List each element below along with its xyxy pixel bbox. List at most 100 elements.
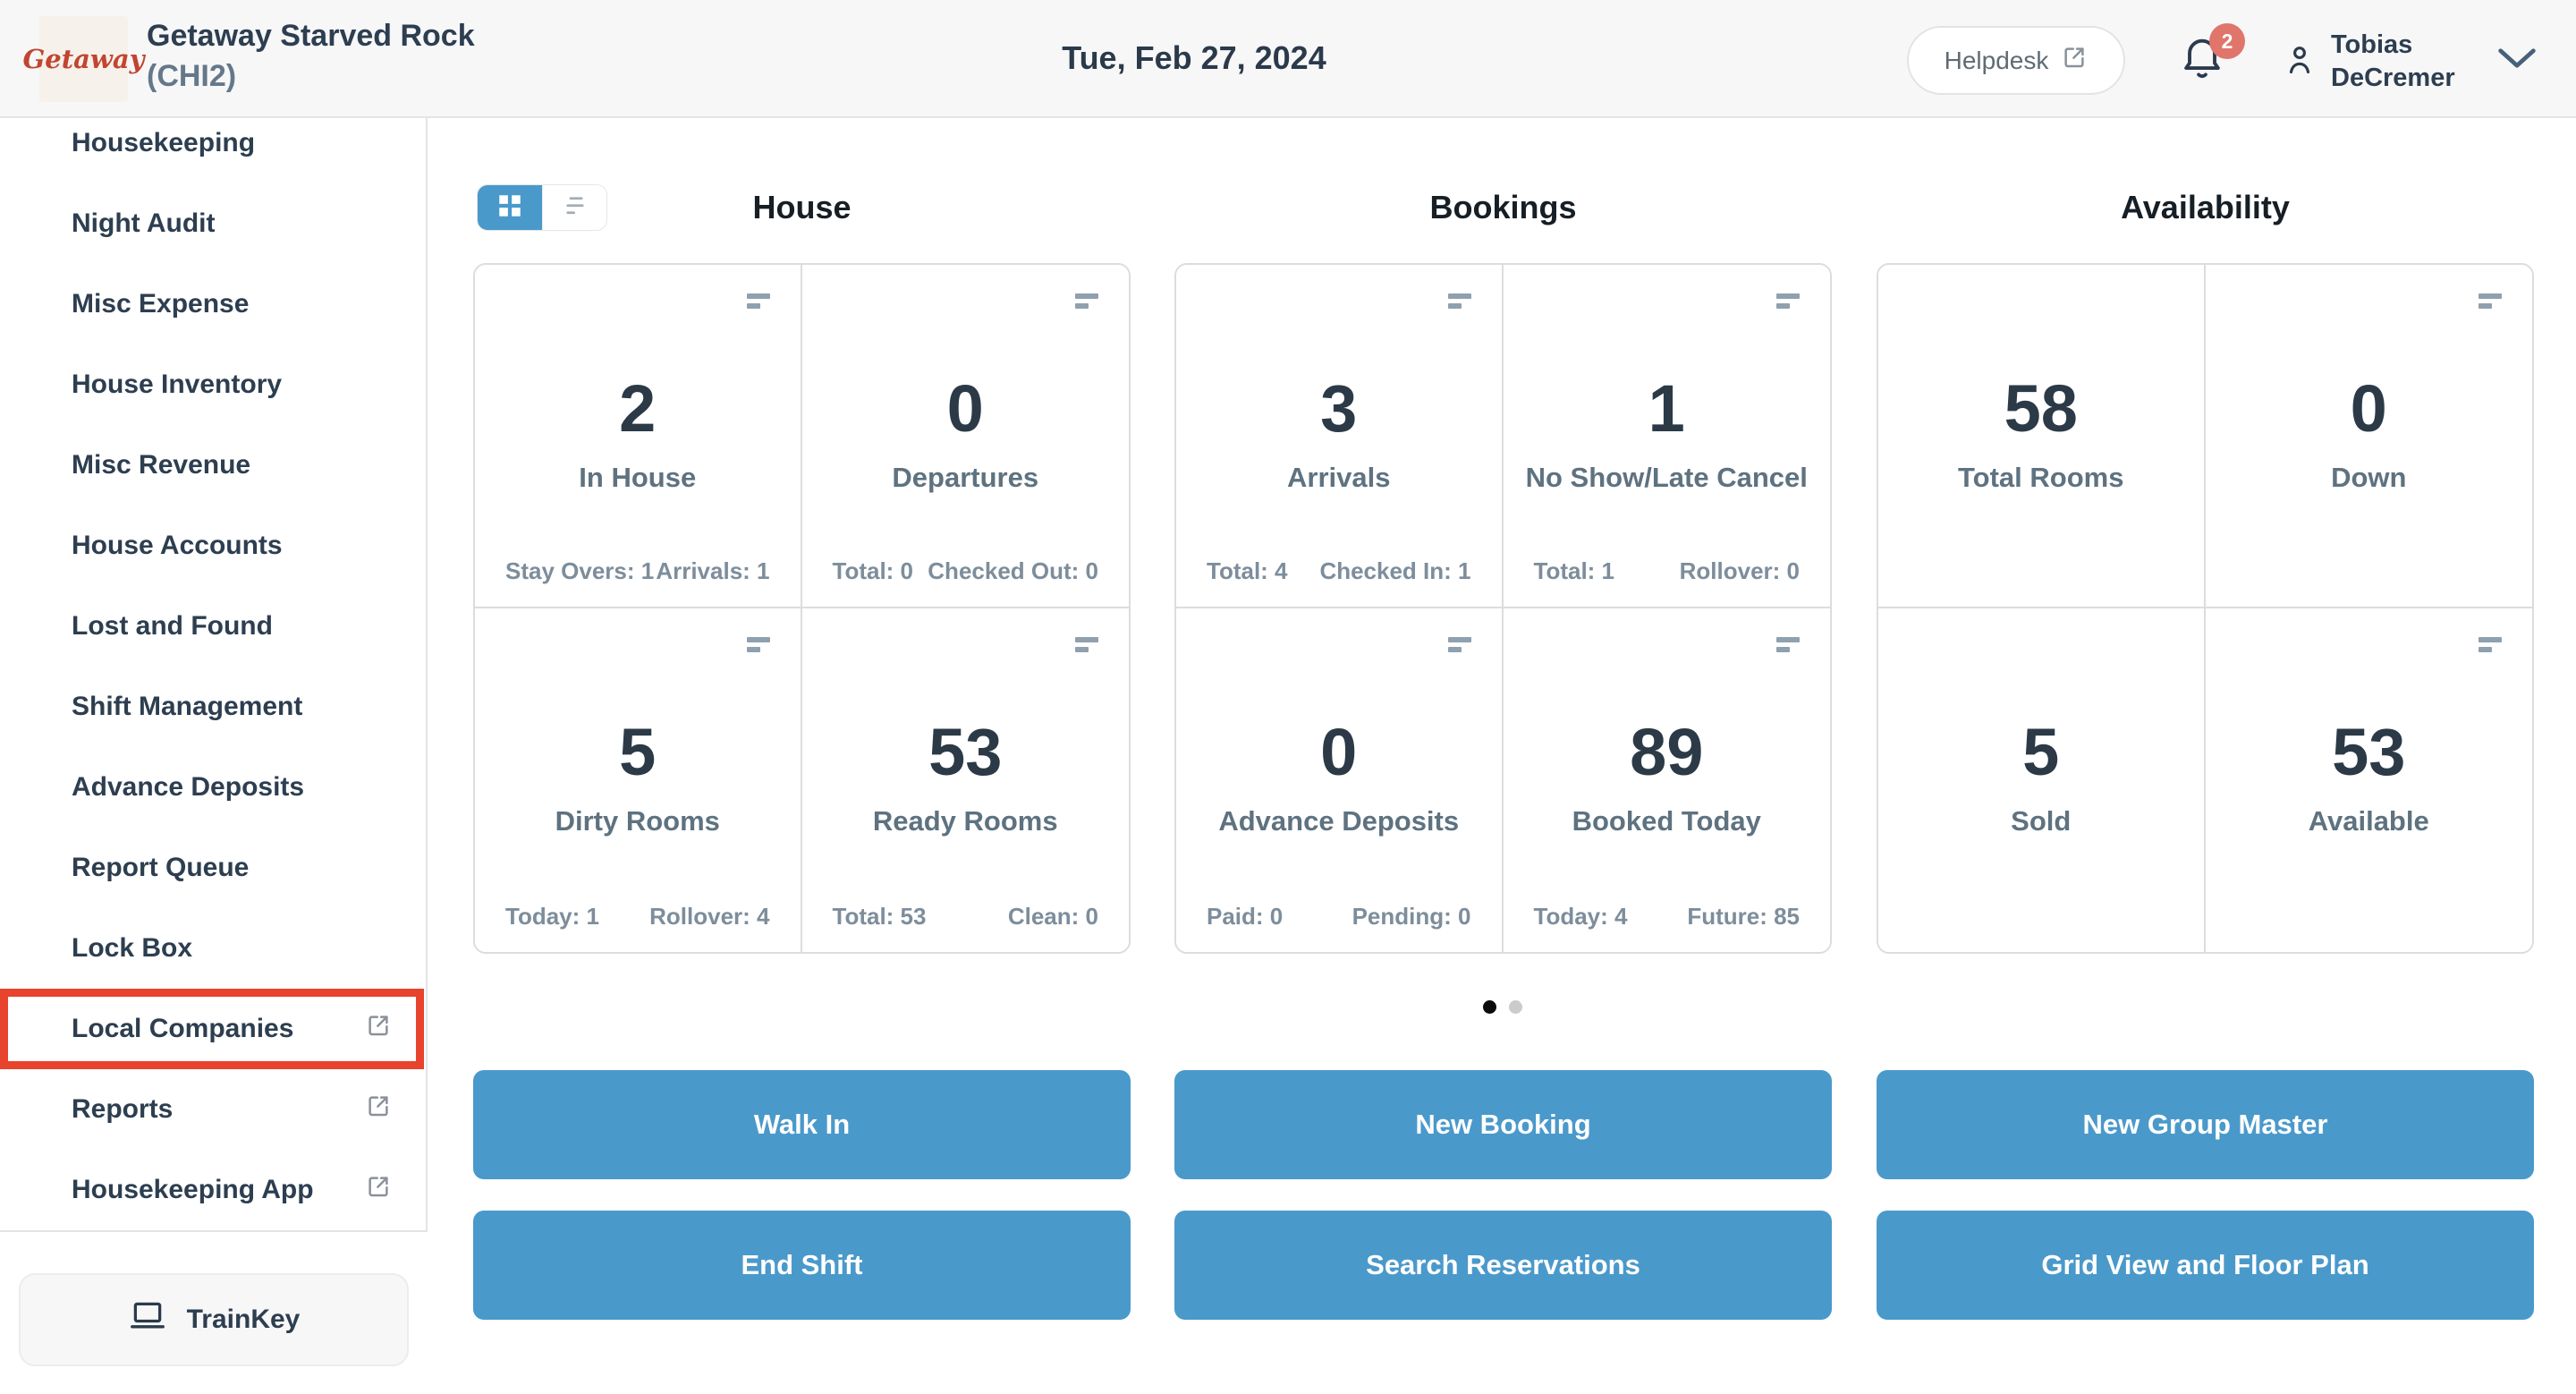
sidebar-item-housekeeping-app[interactable]: Housekeeping App	[0, 1165, 426, 1215]
sidebar-nav: Housekeeping Night Audit Misc Expense Ho…	[0, 118, 428, 1394]
bars-icon	[746, 293, 770, 313]
bell-icon	[2179, 38, 2225, 86]
chevron-down-icon[interactable]	[2497, 47, 2537, 74]
stat-label: Departures	[892, 462, 1039, 493]
new-booking-button[interactable]: New Booking	[1174, 1070, 1832, 1179]
stat-card-ready-rooms[interactable]: 53 Ready Rooms Total: 53 Clean: 0	[801, 608, 1129, 952]
stat-label: Advance Deposits	[1218, 805, 1460, 837]
stat-value: 58	[2004, 371, 2078, 446]
helpdesk-button[interactable]: Helpdesk	[1907, 26, 2125, 95]
stat-card-dirty-rooms[interactable]: 5 Dirty Rooms Today: 1 Rollover: 4	[475, 608, 802, 952]
carousel-dot[interactable]	[1509, 1000, 1522, 1014]
stat-label: Dirty Rooms	[555, 805, 720, 837]
external-link-icon	[365, 1012, 392, 1046]
sidebar-item-misc-expense[interactable]: Misc Expense	[0, 279, 426, 329]
stat-label: In House	[579, 462, 697, 493]
sidebar-item-label: Advance Deposits	[72, 772, 305, 802]
stat-card-arrivals[interactable]: 3 Arrivals Total: 4 Checked In: 1	[1176, 265, 1504, 608]
house-card-grid: 2 In House Stay Overs: 1 Arrivals: 1 0 De…	[473, 263, 1131, 954]
trainkey-button[interactable]: TrainKey	[19, 1273, 409, 1366]
sidebar-item-housekeeping[interactable]: Housekeeping	[0, 118, 426, 168]
stat-sub-right: Rollover: 0	[1679, 557, 1800, 584]
list-icon	[561, 191, 589, 225]
stat-value: 0	[2350, 371, 2387, 446]
user-last-name: DeCremer	[2331, 64, 2455, 92]
grid-view-button[interactable]	[478, 185, 542, 230]
end-shift-button[interactable]: End Shift	[473, 1211, 1131, 1320]
walk-in-button[interactable]: Walk In	[473, 1070, 1131, 1179]
stat-value: 3	[1320, 371, 1358, 446]
stat-label: No Show/Late Cancel	[1525, 462, 1808, 493]
stat-card-advance-deposits[interactable]: 0 Advance Deposits Paid: 0 Pending: 0	[1176, 608, 1504, 952]
sidebar-item-night-audit[interactable]: Night Audit	[0, 199, 426, 249]
stat-label: Sold	[2011, 805, 2072, 837]
stat-sub-left: Paid: 0	[1207, 903, 1284, 930]
sidebar-item-house-accounts[interactable]: House Accounts	[0, 521, 426, 571]
laptop-icon	[128, 1298, 167, 1341]
sidebar-item-house-inventory[interactable]: House Inventory	[0, 360, 426, 410]
sidebar-item-label: Shift Management	[72, 692, 303, 721]
stat-value: 89	[1630, 715, 1704, 789]
stat-card-sold[interactable]: 5 Sold	[1878, 608, 2206, 952]
stat-sub-right: Arrivals: 1	[656, 557, 770, 584]
stat-label: Total Rooms	[1958, 462, 2124, 493]
sidebar-item-label: Lost and Found	[72, 611, 273, 641]
stat-value: 1	[1648, 371, 1685, 446]
stat-card-in-house[interactable]: 2 In House Stay Overs: 1 Arrivals: 1	[475, 265, 802, 608]
external-link-icon	[365, 1092, 392, 1126]
availability-card-grid: 58 Total Rooms 0 Down 5 Sold 53 Availabl…	[1877, 263, 2534, 954]
sidebar-item-lost-and-found[interactable]: Lost and Found	[0, 601, 426, 651]
stat-sub-right: Checked Out: 0	[928, 557, 1098, 584]
stat-label: Ready Rooms	[872, 805, 1058, 837]
bars-icon	[1447, 293, 1471, 313]
list-view-button[interactable]	[542, 185, 606, 230]
notifications-button[interactable]: 2	[2179, 23, 2245, 95]
new-group-master-button[interactable]: New Group Master	[1877, 1070, 2534, 1179]
stat-sub-right: Clean: 0	[1007, 903, 1098, 930]
sidebar-item-reports[interactable]: Reports	[0, 1084, 426, 1135]
sidebar-item-label: Reports	[72, 1094, 174, 1124]
bars-icon	[1075, 637, 1098, 657]
view-toggle	[477, 184, 607, 231]
sidebar-item-local-companies[interactable]: Local Companies	[0, 989, 426, 1069]
stat-value: 53	[928, 715, 1003, 789]
carousel-pagination	[429, 1000, 2576, 1014]
notification-badge: 2	[2209, 23, 2245, 59]
section-title-house: House	[752, 189, 852, 225]
stat-value: 53	[2332, 715, 2406, 789]
stat-card-down[interactable]: 0 Down	[2205, 265, 2532, 608]
sidebar-item-label: Local Companies	[72, 1014, 294, 1043]
sidebar-item-label: Lock Box	[72, 933, 193, 963]
brand-logo[interactable]: Getaway	[23, 16, 145, 102]
stat-card-total-rooms[interactable]: 58 Total Rooms	[1878, 265, 2206, 608]
bars-icon	[1776, 293, 1800, 313]
grid-view-floor-plan-button[interactable]: Grid View and Floor Plan	[1877, 1211, 2534, 1320]
sidebar-footer: TrainKey	[0, 1230, 428, 1394]
stat-label: Available	[2308, 805, 2429, 837]
sidebar-item-report-queue[interactable]: Report Queue	[0, 843, 426, 893]
stat-card-no-show-late-cancel[interactable]: 1 No Show/Late Cancel Total: 1 Rollover: …	[1503, 265, 1830, 608]
stat-sub-right: Rollover: 4	[649, 903, 770, 930]
carousel-dot-active[interactable]	[1483, 1000, 1496, 1014]
bars-icon	[746, 637, 770, 657]
section-title-availability: Availability	[2121, 189, 2290, 225]
stat-card-departures[interactable]: 0 Departures Total: 0 Checked Out: 0	[801, 265, 1129, 608]
sidebar-item-advance-deposits[interactable]: Advance Deposits	[0, 762, 426, 812]
stat-sub-left: Total: 0	[832, 557, 914, 584]
stat-sub-left: Today: 4	[1533, 903, 1628, 930]
current-date: Tue, Feb 27, 2024	[1062, 39, 1326, 76]
stat-card-booked-today[interactable]: 89 Booked Today Today: 4 Future: 85	[1503, 608, 1830, 952]
sidebar-item-lock-box[interactable]: Lock Box	[0, 923, 426, 973]
top-header: Getaway Getaway Starved Rock (CHI2) Tue,…	[0, 0, 2576, 118]
user-menu[interactable]: Tobias DeCremer	[2283, 21, 2551, 102]
external-link-icon	[2061, 44, 2088, 77]
user-first-name: Tobias	[2331, 30, 2413, 59]
sidebar-item-label: Housekeeping	[72, 128, 256, 157]
sidebar-item-label: Misc Expense	[72, 289, 250, 319]
sidebar-item-shift-management[interactable]: Shift Management	[0, 682, 426, 732]
sidebar-item-misc-revenue[interactable]: Misc Revenue	[0, 440, 426, 490]
search-reservations-button[interactable]: Search Reservations	[1174, 1211, 1832, 1320]
stat-card-available[interactable]: 53 Available	[2205, 608, 2532, 952]
stat-sub-left: Total: 1	[1533, 557, 1615, 584]
stat-label: Arrivals	[1287, 462, 1391, 493]
